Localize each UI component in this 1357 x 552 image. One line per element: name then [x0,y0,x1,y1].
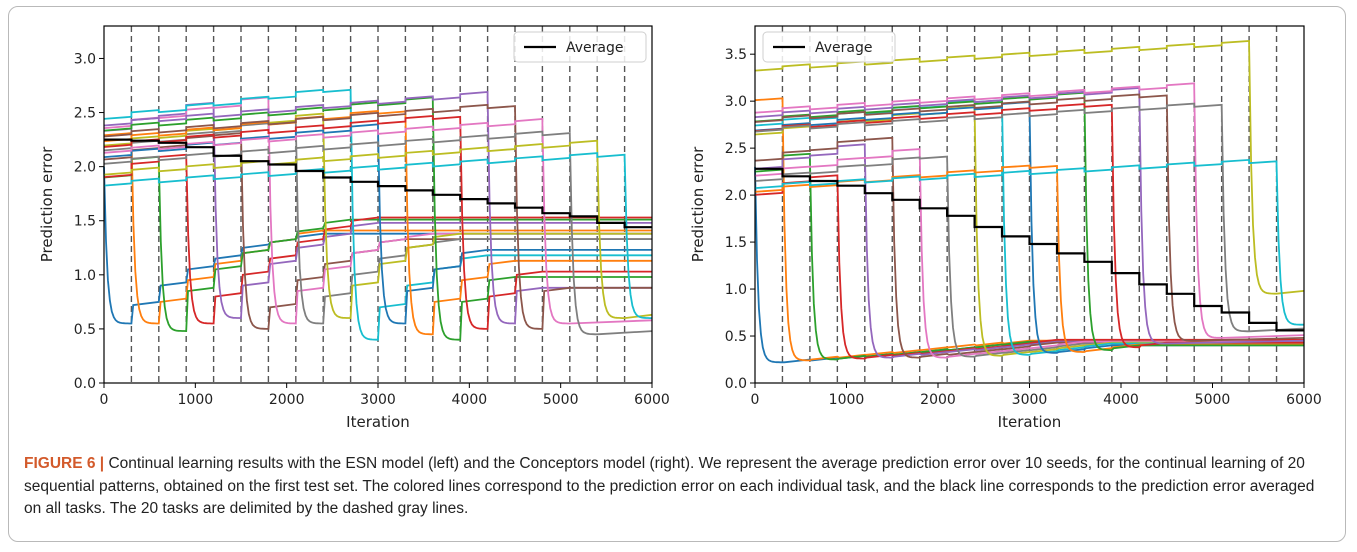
y-tick-label: 2.5 [74,106,96,122]
y-axis-label: Prediction error [38,146,56,262]
x-tick-label: 2000 [269,392,305,408]
y-tick-label: 1.0 [74,268,96,284]
x-tick-label: 1000 [178,392,214,408]
task-error-line [754,152,1304,361]
y-tick-label: 2.0 [725,188,747,204]
task-error-line [754,148,1304,359]
legend-label: Average [566,40,624,56]
average-line [755,167,1304,332]
task-error-line [103,155,652,333]
task-error-line [103,115,652,330]
task-error-line [754,40,1305,295]
y-tick-label: 2.0 [74,160,96,176]
y-tick-label: 1.0 [725,282,747,298]
task-error-line [754,102,1305,333]
esn-chart: 0 1000 2000 3000 4000 5000 6000 0.0 0.5 1.0 1.5 2.0… [38,25,670,431]
legend-label: Average [815,40,873,56]
x-tick-label: 0 [100,392,109,408]
y-axis-label: Prediction error [689,146,707,262]
task-error-line [103,118,653,325]
x-tick-label: 4000 [452,392,488,408]
y-tick-label: 2.5 [725,141,747,157]
task-error-line [103,166,652,325]
task-error-line [754,155,1304,358]
y-tick-label: 0.5 [74,322,96,338]
x-tick-label: 6000 [634,392,670,408]
x-axis-label: Iteration [346,413,410,431]
figure-frame [8,6,1346,542]
caption-text: Continual learning results with the ESN … [24,455,1315,517]
x-tick-label: 3000 [360,392,396,408]
task-error-line [103,91,652,325]
task-error-line [103,152,652,319]
figure-caption: FIGURE 6 | Continual learning results wi… [24,453,1334,521]
x-axis-label: Iteration [998,413,1062,431]
caption-label: FIGURE 6 | [24,455,105,472]
task-error-line [103,112,652,320]
task-error-line [754,103,1304,349]
task-error-line [103,139,653,319]
x-tick-label: 4000 [1103,392,1139,408]
x-tick-label: 2000 [920,392,956,408]
task-error-line [754,91,1304,351]
task-error-line [754,158,1304,326]
y-tick-label: 1.5 [725,235,747,251]
task-error-line [754,93,1305,342]
y-tick-label: 0.0 [74,376,96,392]
x-tick-label: 5000 [1195,392,1231,408]
legend-box [762,31,896,63]
y-tick-label: 3.0 [725,94,747,110]
average-line [104,138,652,229]
x-tick-label: 3000 [1012,392,1048,408]
conceptors-chart: 0 1000 2000 3000 4000 5000 6000 0.0 0.5 1.0 1.5 2.0… [689,25,1322,431]
x-tick-label: 0 [751,392,760,408]
y-tick-label: 1.5 [74,214,96,230]
x-tick-label: 5000 [543,392,579,408]
task-error-line [103,88,652,341]
legend-box [513,31,647,63]
y-tick-label: 0.0 [725,376,747,392]
task-error-line [103,96,652,325]
task-error-line [754,136,1304,359]
x-tick-label: 1000 [829,392,865,408]
y-tick-label: 3.5 [725,47,747,63]
task-error-line [754,97,1304,362]
y-tick-label: 3.0 [74,51,96,67]
task-error-line [754,82,1305,339]
task-error-line [103,103,652,330]
x-tick-label: 6000 [1286,392,1322,408]
figure-charts: 0 1000 2000 3000 4000 5000 6000 0.0 0.5 1.0 1.5 2.0… [38,25,1322,431]
y-tick-label: 0.5 [725,329,747,345]
